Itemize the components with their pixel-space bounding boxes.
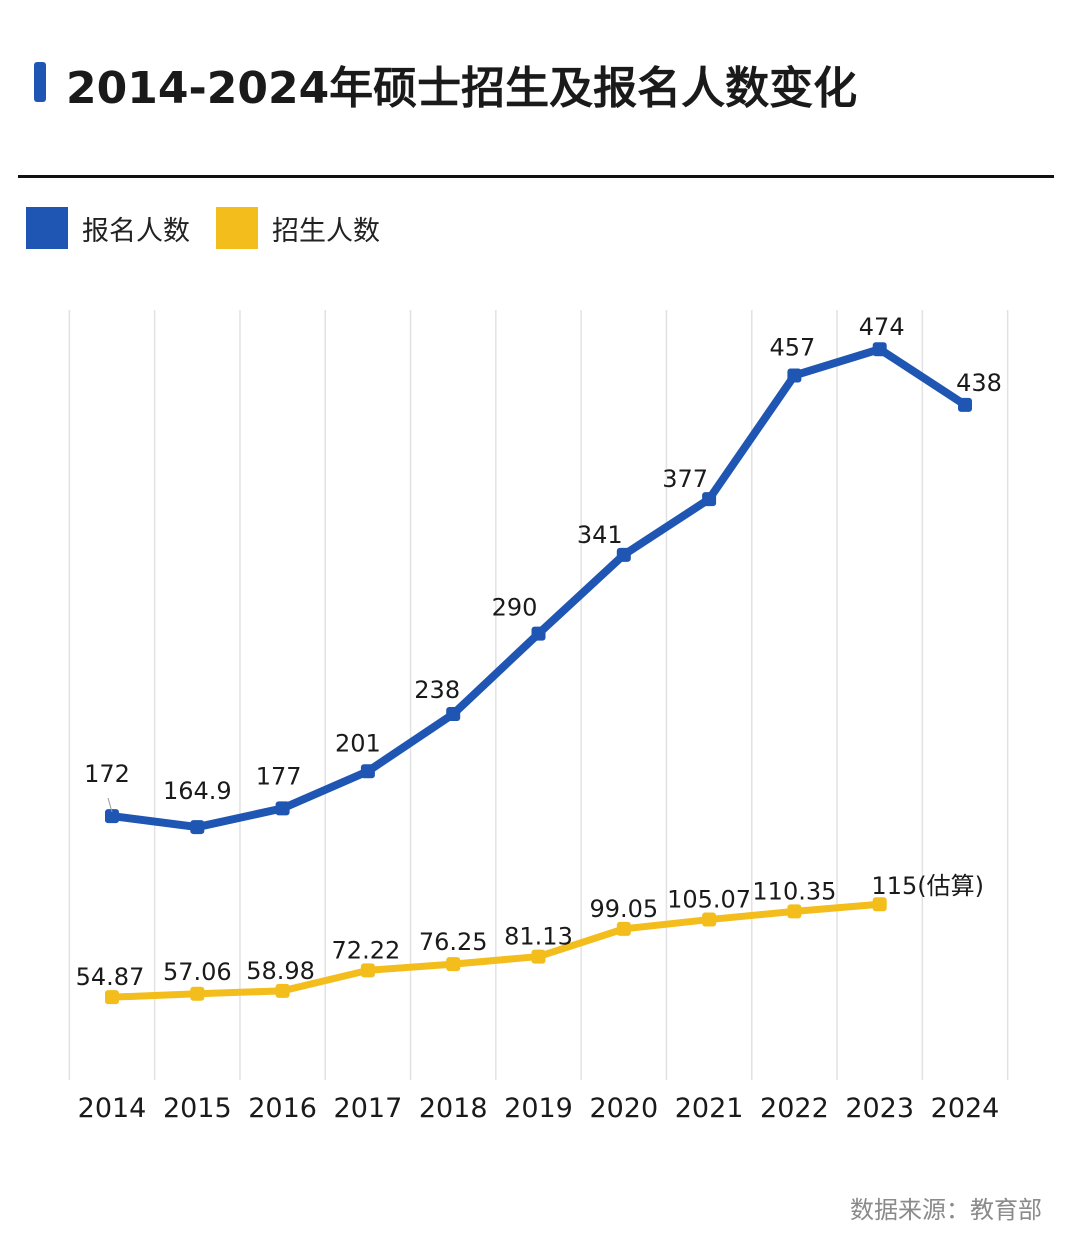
data-label: 76.25: [419, 928, 488, 956]
data-label: 457: [769, 333, 815, 361]
data-label: 177: [256, 762, 302, 790]
data-point: [616, 547, 631, 562]
x-tick-label: 2017: [334, 1093, 403, 1124]
data-label: 105.07: [667, 886, 751, 914]
data-label: 54.87: [76, 963, 145, 991]
data-label: 238: [414, 676, 460, 704]
legend: 报名人数 招生人数: [26, 207, 406, 249]
title-accent-bar: [34, 62, 46, 102]
x-tick-label: 2021: [675, 1093, 744, 1124]
data-label: 115(估算): [871, 872, 984, 900]
data-point: [872, 342, 887, 357]
data-point: [872, 897, 887, 912]
label-leader-line: [107, 797, 113, 813]
data-point: [360, 963, 375, 978]
x-tick-label: 2023: [845, 1093, 914, 1124]
data-point: [531, 626, 546, 641]
data-label: 172: [84, 760, 130, 788]
data-point: [958, 397, 972, 412]
data-label: 377: [662, 465, 708, 493]
x-tick-label: 2014: [78, 1093, 147, 1124]
legend-label-registrants: 报名人数: [82, 215, 190, 247]
data-point: [787, 368, 802, 383]
data-point: [105, 990, 119, 1005]
data-label: 57.06: [163, 958, 232, 986]
data-label: 438: [956, 369, 1002, 397]
legend-label-admissions: 招生人数: [272, 215, 380, 247]
x-tick-label: 2020: [589, 1093, 658, 1124]
x-tick-label: 2018: [419, 1093, 488, 1124]
data-point: [787, 904, 802, 919]
x-tick-label: 2016: [248, 1093, 317, 1124]
series-line-1: [108, 900, 884, 1001]
legend-swatch-admissions: [216, 207, 258, 249]
data-point: [190, 986, 205, 1001]
data-label: 58.98: [246, 957, 315, 985]
data-point: [275, 983, 290, 998]
data-label: 81.13: [504, 923, 573, 951]
data-label: 164.9: [163, 777, 232, 805]
chart-title: 2014-2024年硕士招生及报名人数变化: [66, 63, 858, 114]
data-label: 110.35: [752, 877, 836, 905]
data-point: [702, 492, 717, 507]
x-tick-label: 2024: [931, 1093, 1000, 1124]
data-point: [105, 809, 119, 824]
data-label: 201: [335, 729, 381, 757]
x-tick-label: 2015: [163, 1093, 232, 1124]
x-tick-label: 2022: [760, 1093, 829, 1124]
data-label: 99.05: [589, 895, 658, 923]
data-point: [616, 921, 631, 936]
data-point: [275, 801, 290, 816]
data-point: [360, 764, 375, 779]
data-point: [531, 949, 546, 964]
title-divider: [18, 175, 1054, 178]
data-label: 474: [859, 313, 905, 341]
data-point: [446, 707, 461, 722]
data-source: 数据来源：教育部: [850, 1196, 1042, 1224]
data-label: 290: [492, 594, 538, 622]
data-point: [702, 912, 717, 927]
data-point: [190, 820, 205, 835]
data-label: 341: [577, 521, 623, 549]
data-point: [446, 957, 461, 972]
x-tick-label: 2019: [504, 1093, 573, 1124]
data-label: 72.22: [332, 936, 401, 964]
legend-swatch-registrants: [26, 207, 68, 249]
